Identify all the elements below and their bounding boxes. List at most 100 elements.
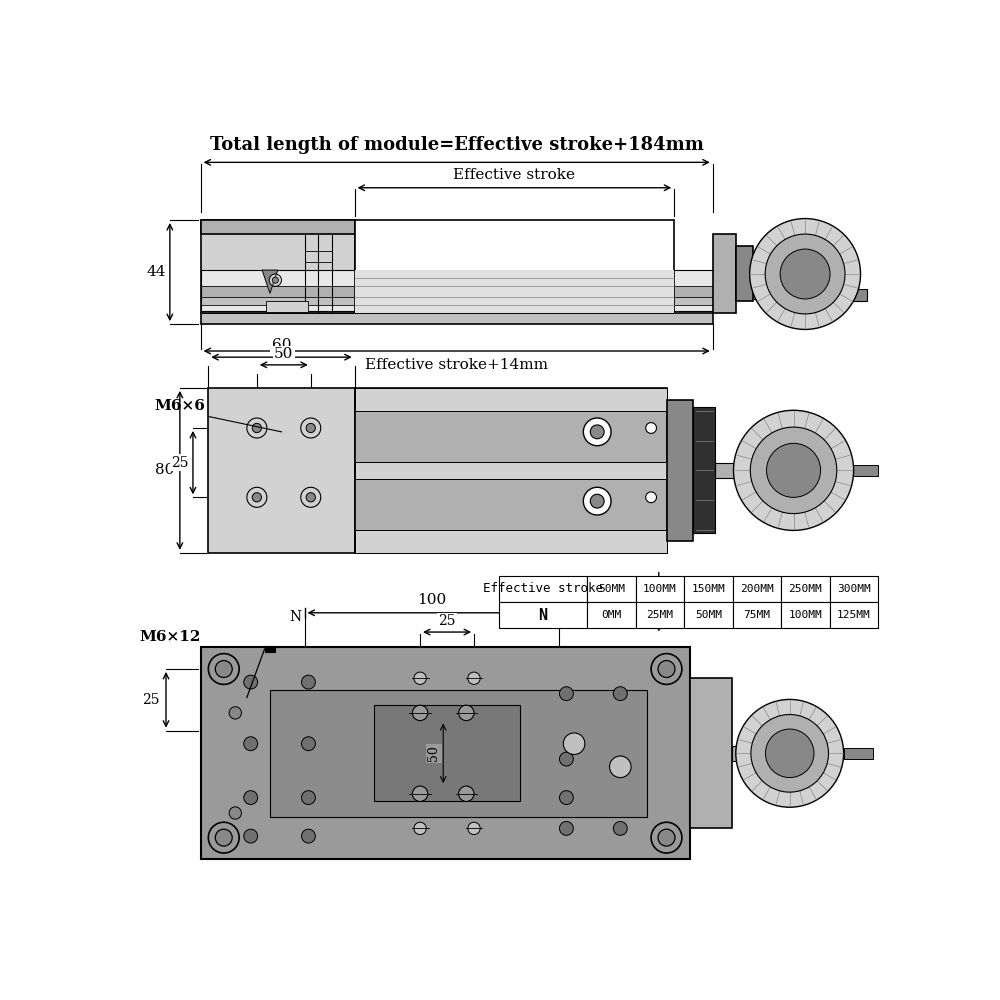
Circle shape	[302, 791, 315, 805]
Circle shape	[247, 487, 267, 507]
Circle shape	[765, 729, 814, 778]
Circle shape	[229, 707, 241, 719]
Circle shape	[563, 733, 585, 754]
Bar	[693, 407, 715, 533]
Circle shape	[610, 756, 631, 778]
Circle shape	[302, 675, 315, 689]
Text: Effective stroke: Effective stroke	[453, 168, 575, 182]
Text: 50MM: 50MM	[598, 584, 625, 594]
Text: 50MM: 50MM	[695, 610, 722, 620]
Text: Effective stroke: Effective stroke	[483, 582, 603, 595]
Circle shape	[247, 418, 267, 438]
Text: N: N	[562, 610, 574, 624]
Bar	[355, 462, 666, 479]
Circle shape	[208, 654, 239, 684]
Bar	[690, 678, 732, 828]
Circle shape	[767, 443, 821, 497]
Circle shape	[252, 493, 261, 502]
Circle shape	[229, 807, 241, 819]
Bar	[499, 576, 587, 602]
Bar	[781, 602, 830, 628]
Circle shape	[559, 752, 573, 766]
Text: 44: 44	[146, 265, 166, 279]
Text: 80: 80	[155, 463, 174, 477]
Bar	[733, 576, 781, 602]
Circle shape	[646, 492, 656, 503]
Circle shape	[414, 822, 426, 835]
Polygon shape	[262, 270, 278, 293]
Bar	[851, 465, 878, 476]
Bar	[374, 705, 520, 801]
Circle shape	[302, 737, 315, 751]
Bar	[732, 746, 767, 761]
Text: 100MM: 100MM	[789, 610, 822, 620]
Bar	[201, 286, 713, 297]
Bar	[355, 388, 666, 411]
Text: 100: 100	[417, 593, 446, 607]
Circle shape	[658, 661, 675, 677]
Text: 150MM: 150MM	[692, 584, 725, 594]
Bar	[201, 220, 355, 312]
Circle shape	[613, 687, 627, 701]
Circle shape	[269, 274, 282, 286]
Bar	[684, 576, 733, 602]
Circle shape	[306, 423, 315, 433]
Circle shape	[412, 705, 428, 721]
Text: 50: 50	[274, 347, 293, 361]
Bar	[201, 647, 690, 859]
Circle shape	[646, 423, 656, 433]
Circle shape	[412, 786, 428, 801]
Circle shape	[208, 822, 239, 853]
Circle shape	[559, 821, 573, 835]
Circle shape	[583, 418, 611, 446]
Bar	[587, 576, 636, 602]
Circle shape	[244, 791, 258, 805]
Bar	[208, 388, 355, 553]
Bar	[636, 602, 684, 628]
Text: 250MM: 250MM	[789, 584, 822, 594]
Circle shape	[244, 829, 258, 843]
Bar	[781, 576, 830, 602]
Bar	[844, 748, 873, 759]
Text: 50: 50	[427, 745, 440, 761]
Bar	[355, 388, 666, 553]
Bar	[201, 270, 713, 286]
Bar	[201, 297, 713, 305]
Circle shape	[590, 494, 604, 508]
Circle shape	[765, 234, 845, 314]
Text: 25MM: 25MM	[646, 610, 673, 620]
Circle shape	[658, 829, 675, 846]
Text: Effective stroke+14mm: Effective stroke+14mm	[365, 358, 548, 372]
Text: 200MM: 200MM	[740, 584, 774, 594]
Text: 125MM: 125MM	[837, 610, 871, 620]
Circle shape	[651, 654, 682, 684]
Bar	[830, 602, 878, 628]
Bar	[753, 265, 767, 282]
Circle shape	[215, 829, 232, 846]
Text: 300MM: 300MM	[837, 584, 871, 594]
Bar	[201, 270, 713, 311]
Circle shape	[750, 219, 861, 329]
Circle shape	[559, 791, 573, 805]
Circle shape	[733, 410, 854, 530]
Bar	[587, 602, 636, 628]
Text: Total length of module=Effective stroke+184mm: Total length of module=Effective stroke+…	[210, 136, 704, 154]
Circle shape	[559, 687, 573, 701]
Circle shape	[736, 699, 844, 807]
Bar	[736, 246, 753, 301]
Bar	[713, 234, 736, 312]
Text: M6×12: M6×12	[139, 630, 201, 644]
Bar	[715, 463, 757, 478]
Circle shape	[302, 829, 315, 843]
Bar	[834, 289, 867, 301]
Text: N: N	[538, 608, 547, 623]
Circle shape	[306, 493, 315, 502]
Circle shape	[590, 425, 604, 439]
Bar	[201, 312, 713, 324]
Text: N: N	[289, 610, 302, 624]
Bar	[355, 270, 674, 312]
Bar	[355, 530, 666, 553]
Circle shape	[468, 822, 480, 835]
Bar	[666, 400, 693, 541]
Text: 100MM: 100MM	[643, 584, 677, 594]
